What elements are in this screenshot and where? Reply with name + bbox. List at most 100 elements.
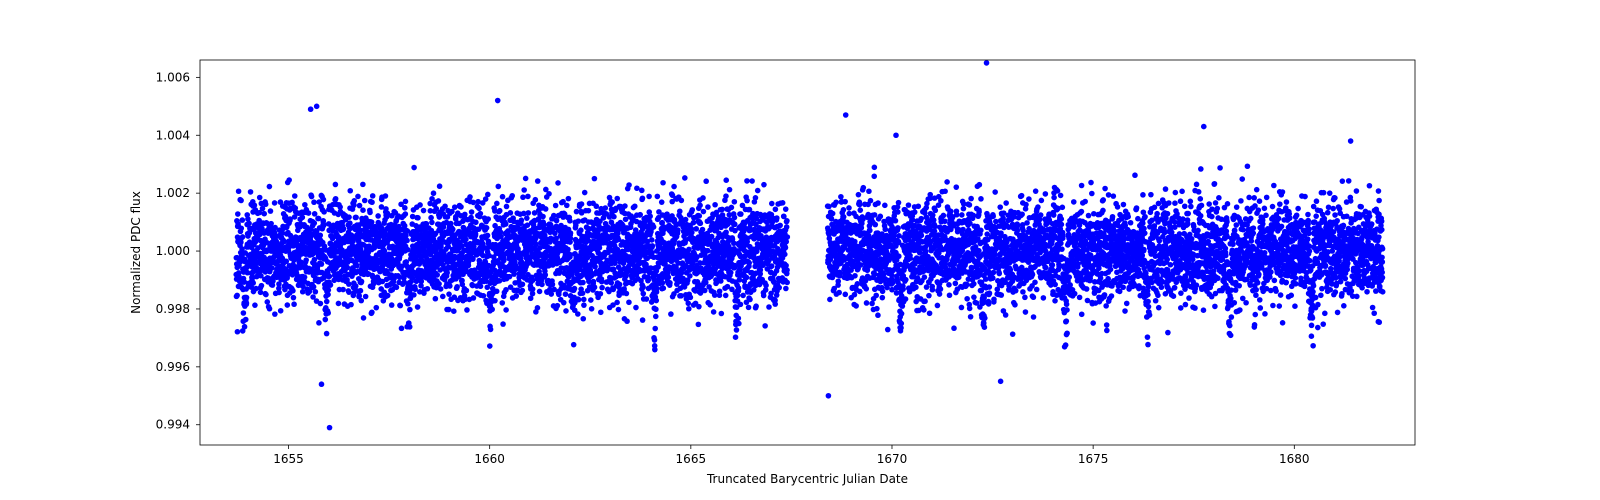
- data-point: [302, 274, 308, 280]
- data-point: [385, 293, 391, 299]
- data-point: [682, 175, 688, 181]
- data-point: [711, 309, 717, 315]
- data-point: [285, 302, 291, 308]
- data-point: [272, 311, 278, 317]
- data-point: [353, 215, 359, 221]
- data-point: [324, 299, 330, 305]
- data-point: [451, 308, 457, 314]
- data-point: [784, 267, 790, 273]
- data-point: [503, 307, 509, 313]
- data-point: [678, 293, 684, 299]
- data-point: [437, 183, 443, 189]
- data-point: [383, 193, 389, 199]
- data-point: [321, 197, 327, 203]
- data-point: [872, 212, 878, 218]
- data-point: [567, 218, 573, 224]
- data-point: [878, 214, 884, 220]
- data-point: [369, 219, 375, 225]
- data-point: [930, 212, 936, 218]
- data-point: [776, 285, 782, 291]
- data-point: [719, 311, 725, 317]
- data-point: [278, 308, 284, 314]
- data-point: [640, 291, 646, 297]
- data-point: [712, 202, 718, 208]
- data-point: [826, 204, 832, 210]
- data-point: [360, 207, 366, 213]
- data-point: [856, 192, 862, 198]
- data-point: [608, 280, 614, 286]
- data-point: [660, 180, 666, 186]
- data-point: [906, 202, 912, 208]
- data-point: [689, 230, 695, 236]
- data-point: [753, 195, 759, 201]
- data-point: [727, 187, 733, 193]
- data-point: [572, 286, 578, 292]
- data-point: [478, 211, 484, 217]
- data-point: [661, 285, 667, 291]
- data-point: [666, 274, 672, 280]
- data-point: [519, 217, 525, 223]
- data-point: [614, 300, 620, 306]
- data-point: [830, 211, 836, 217]
- data-point: [744, 198, 750, 204]
- data-point: [900, 286, 906, 292]
- data-point: [546, 191, 552, 197]
- data-point: [598, 309, 604, 315]
- data-point: [257, 195, 263, 201]
- data-point: [686, 247, 692, 253]
- data-point: [333, 196, 339, 202]
- data-point: [640, 284, 646, 290]
- data-point: [922, 274, 928, 280]
- data-point: [736, 285, 742, 291]
- data-point: [312, 211, 318, 217]
- data-point: [652, 337, 658, 343]
- data-point: [913, 285, 919, 291]
- data-point: [322, 317, 328, 323]
- data-point: [268, 208, 274, 214]
- data-point: [591, 279, 597, 285]
- data-point: [732, 221, 738, 227]
- data-point: [903, 296, 909, 302]
- data-point: [835, 278, 841, 284]
- data-point: [357, 203, 363, 209]
- data-point: [873, 293, 879, 299]
- data-point: [926, 293, 932, 299]
- data-point: [565, 247, 571, 253]
- data-point: [712, 292, 718, 298]
- data-point: [564, 203, 570, 209]
- data-point: [738, 302, 744, 308]
- data-point: [353, 283, 359, 289]
- data-point: [932, 208, 938, 214]
- data-point: [705, 204, 711, 210]
- data-point: [508, 210, 514, 216]
- data-point: [550, 282, 556, 288]
- data-point: [243, 317, 249, 323]
- data-point: [582, 190, 588, 196]
- data-point: [783, 286, 789, 292]
- data-point: [761, 293, 767, 299]
- data-point: [696, 322, 702, 328]
- data-point: [454, 284, 460, 290]
- data-point: [783, 245, 789, 251]
- data-point: [523, 176, 529, 182]
- data-point: [592, 176, 598, 182]
- data-point: [321, 209, 327, 215]
- data-point: [485, 233, 491, 239]
- data-point: [707, 302, 713, 308]
- data-point: [369, 309, 375, 315]
- data-point: [417, 202, 423, 208]
- data-point: [893, 218, 899, 224]
- data-point: [361, 315, 367, 321]
- data-point: [688, 295, 694, 301]
- data-point: [469, 209, 475, 215]
- data-point: [363, 294, 369, 300]
- data-point: [769, 263, 775, 269]
- data-point: [740, 293, 746, 299]
- data-point: [616, 307, 622, 313]
- data-point: [866, 188, 872, 194]
- data-point: [402, 205, 408, 211]
- data-point: [842, 292, 848, 298]
- data-point: [652, 347, 658, 353]
- data-point: [915, 203, 921, 209]
- data-point: [328, 282, 334, 288]
